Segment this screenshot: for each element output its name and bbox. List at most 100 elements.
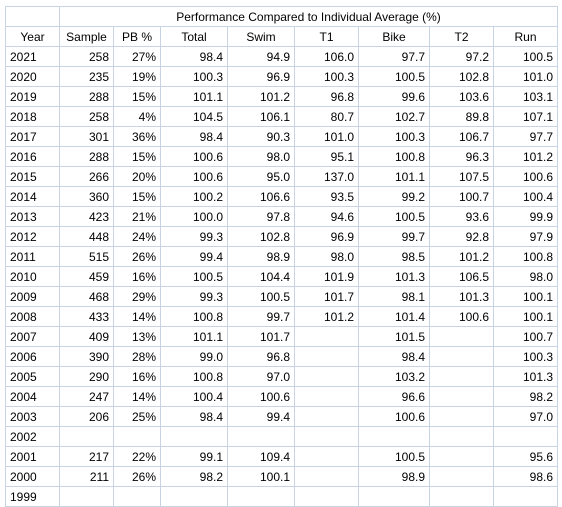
t2-cell: 96.3 xyxy=(429,146,494,167)
swim-cell: 101.2 xyxy=(227,86,295,107)
sample-cell: 258 xyxy=(59,106,114,127)
sample-cell: 433 xyxy=(59,306,114,327)
t1-cell: 137.0 xyxy=(294,166,359,187)
t1-cell xyxy=(294,366,359,387)
year-cell: 2006 xyxy=(5,346,60,367)
swim-cell: 96.9 xyxy=(227,66,295,87)
total-cell: 98.4 xyxy=(160,406,228,427)
sample-cell: 290 xyxy=(59,366,114,387)
total-cell: 100.0 xyxy=(160,206,228,227)
t2-cell xyxy=(429,366,494,387)
pb-header: PB % xyxy=(113,26,161,47)
t1-cell xyxy=(294,406,359,427)
table-row: 2005 290 16% 100.8 97.0 103.2 101.3 xyxy=(5,366,558,387)
t2-cell: 97.2 xyxy=(429,46,494,67)
swim-cell: 95.0 xyxy=(227,166,295,187)
t2-cell xyxy=(429,346,494,367)
run-cell: 100.6 xyxy=(493,166,558,187)
swim-cell: 98.9 xyxy=(227,246,295,267)
total-cell: 101.1 xyxy=(160,86,228,107)
t2-cell: 100.7 xyxy=(429,186,494,207)
year-cell: 2021 xyxy=(5,46,60,67)
bike-cell: 100.5 xyxy=(358,66,430,87)
total-cell xyxy=(160,486,228,507)
run-cell: 103.1 xyxy=(493,86,558,107)
sample-cell: 235 xyxy=(59,66,114,87)
total-cell xyxy=(160,426,228,447)
swim-header: Swim xyxy=(227,26,295,47)
table-row: 2001 217 22% 99.1 109.4 100.5 95.6 xyxy=(5,446,558,467)
run-header: Run xyxy=(493,26,558,47)
total-header: Total xyxy=(160,26,228,47)
total-cell: 99.0 xyxy=(160,346,228,367)
t1-cell: 96.8 xyxy=(294,86,359,107)
table-row: 2003 206 25% 98.4 99.4 100.6 97.0 xyxy=(5,406,558,427)
table-wrapper: Performance Compared to Individual Avera… xyxy=(5,6,558,507)
year-cell: 2011 xyxy=(5,246,60,267)
run-cell: 95.6 xyxy=(493,446,558,467)
pb-cell: 25% xyxy=(113,406,161,427)
table-row: 2018 258 4% 104.5 106.1 80.7 102.7 89.8 107.1 xyxy=(5,106,558,127)
run-cell: 101.3 xyxy=(493,366,558,387)
sample-cell: 266 xyxy=(59,166,114,187)
bike-cell: 98.5 xyxy=(358,246,430,267)
swim-cell: 98.0 xyxy=(227,146,295,167)
pb-cell: 26% xyxy=(113,246,161,267)
t2-cell xyxy=(429,386,494,407)
swim-cell xyxy=(227,486,295,507)
table-row: 2002 xyxy=(5,426,558,447)
year-cell: 1999 xyxy=(5,486,60,507)
table-row: 2015 266 20% 100.6 95.0 137.0 101.1 107.5 100.6 xyxy=(5,166,558,187)
t2-cell: 107.5 xyxy=(429,166,494,187)
run-cell: 97.0 xyxy=(493,406,558,427)
run-cell: 100.7 xyxy=(493,326,558,347)
t1-cell: 101.9 xyxy=(294,266,359,287)
year-cell: 2002 xyxy=(5,426,60,447)
bike-cell: 100.6 xyxy=(358,406,430,427)
bike-cell: 98.9 xyxy=(358,466,430,487)
year-cell: 2007 xyxy=(5,326,60,347)
t1-cell: 96.9 xyxy=(294,226,359,247)
swim-cell: 104.4 xyxy=(227,266,295,287)
bike-cell: 101.1 xyxy=(358,166,430,187)
header-row: Year Sample PB % Total Swim T1 Bike T2 Run xyxy=(5,26,558,47)
total-cell: 104.5 xyxy=(160,106,228,127)
sample-cell: 301 xyxy=(59,126,114,147)
run-cell: 100.1 xyxy=(493,306,558,327)
pb-cell: 14% xyxy=(113,306,161,327)
bike-cell: 101.3 xyxy=(358,266,430,287)
t2-cell: 100.6 xyxy=(429,306,494,327)
pb-cell: 21% xyxy=(113,206,161,227)
t2-cell: 93.6 xyxy=(429,206,494,227)
swim-cell: 97.0 xyxy=(227,366,295,387)
t1-cell xyxy=(294,466,359,487)
year-cell: 2019 xyxy=(5,86,60,107)
t1-header: T1 xyxy=(294,26,359,47)
year-cell: 2010 xyxy=(5,266,60,287)
total-cell: 99.4 xyxy=(160,246,228,267)
bike-cell: 100.5 xyxy=(358,206,430,227)
t1-cell: 101.0 xyxy=(294,126,359,147)
run-cell: 97.9 xyxy=(493,226,558,247)
bike-cell: 100.3 xyxy=(358,126,430,147)
run-cell xyxy=(493,426,558,447)
run-cell: 100.5 xyxy=(493,46,558,67)
sample-cell xyxy=(59,486,114,507)
table-row: 2004 247 14% 100.4 100.6 96.6 98.2 xyxy=(5,386,558,407)
pb-cell: 22% xyxy=(113,446,161,467)
sample-cell: 288 xyxy=(59,86,114,107)
table-row: 2021 258 27% 98.4 94.9 106.0 97.7 97.2 100.5 xyxy=(5,46,558,67)
total-cell: 100.2 xyxy=(160,186,228,207)
bike-cell: 97.7 xyxy=(358,46,430,67)
performance-table: Performance Compared to Individual Avera… xyxy=(5,6,558,507)
bike-cell: 98.1 xyxy=(358,286,430,307)
sample-cell: 459 xyxy=(59,266,114,287)
pb-cell: 36% xyxy=(113,126,161,147)
run-cell: 99.9 xyxy=(493,206,558,227)
sample-cell: 360 xyxy=(59,186,114,207)
t2-cell: 101.3 xyxy=(429,286,494,307)
year-cell: 2004 xyxy=(5,386,60,407)
bike-cell: 99.2 xyxy=(358,186,430,207)
sample-cell: 288 xyxy=(59,146,114,167)
table-title: Performance Compared to Individual Avera… xyxy=(59,6,558,27)
